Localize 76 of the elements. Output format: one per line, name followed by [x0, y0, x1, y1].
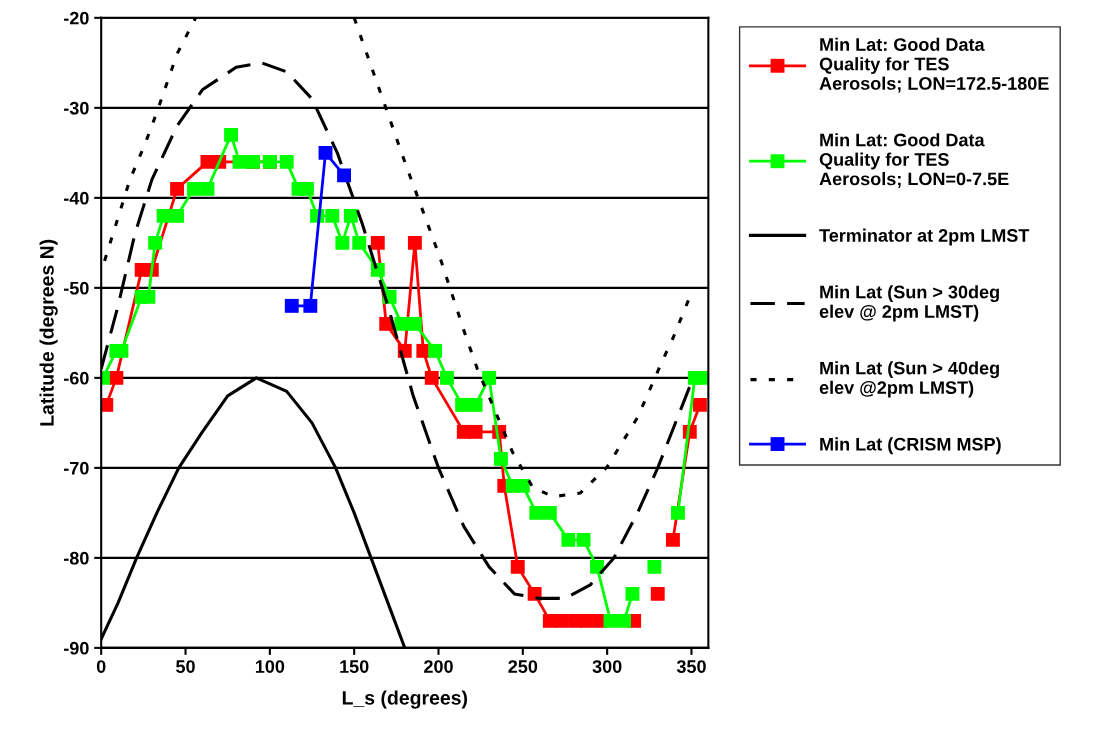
y-tick-label: -40 [64, 191, 89, 205]
point [101, 397, 114, 412]
point [515, 478, 530, 493]
x-tick-label: 0 [96, 660, 106, 673]
point [468, 397, 483, 412]
point [692, 397, 707, 412]
point [303, 298, 318, 313]
point [482, 370, 497, 385]
point [200, 181, 215, 196]
legend-label: Min Lat: Good Data Quality for TES Aerosols; LON=172.5-180E [819, 37, 1049, 93]
point [625, 586, 640, 601]
x-tick-label: 50 [176, 660, 195, 673]
legend-label: Min Lat (Sun > 40deg elev @2pm LMST) [819, 361, 999, 398]
legend-label: Min Lat: Good Data Quality for TES Aerosols; LON=0-7.5E [819, 133, 1009, 188]
point [284, 298, 299, 313]
point [352, 235, 367, 250]
point [650, 586, 665, 601]
point [542, 505, 557, 520]
point [407, 235, 422, 250]
x-tick-label: 250 [508, 660, 538, 673]
y-tick-label: -20 [64, 11, 89, 25]
point [407, 316, 422, 331]
y-tick-label: -50 [64, 281, 89, 295]
point [279, 154, 294, 169]
point [617, 613, 631, 628]
point [590, 559, 604, 574]
y-tick-label: -90 [64, 641, 89, 655]
point [579, 613, 594, 628]
y-tick-label: -80 [64, 551, 89, 565]
point [510, 559, 525, 574]
point [318, 145, 333, 160]
point [424, 370, 439, 385]
point [114, 343, 129, 358]
point [232, 154, 247, 169]
point [671, 505, 685, 520]
x-tick-label: 150 [340, 660, 369, 673]
point [428, 343, 443, 358]
point [394, 316, 409, 331]
point [370, 235, 385, 250]
y-tick-label: -30 [64, 101, 89, 115]
x-tick-label: 200 [424, 660, 453, 673]
x-tick-label: 100 [255, 660, 285, 673]
point [170, 181, 185, 196]
point [554, 613, 569, 628]
point [647, 559, 662, 574]
point [325, 208, 340, 223]
point [187, 181, 201, 196]
y-tick-label: -70 [64, 461, 89, 475]
point [337, 168, 351, 183]
point [493, 451, 508, 466]
point [224, 127, 238, 142]
point [148, 235, 163, 250]
point [439, 370, 454, 385]
point [576, 532, 591, 547]
point [300, 181, 314, 196]
point [468, 424, 483, 439]
point [561, 532, 576, 547]
point [529, 505, 544, 520]
point [343, 208, 358, 223]
y-axis-title: Latitude (degrees N) [39, 239, 58, 426]
point [109, 370, 124, 385]
point [141, 289, 156, 304]
legend-label: Terminator at 2pm LMST [819, 228, 1030, 246]
point [665, 532, 680, 547]
point [156, 208, 171, 223]
x-axis-title: L_s (degrees) [342, 690, 468, 709]
y-tick-label: -60 [64, 371, 89, 385]
x-tick-label: 300 [592, 660, 622, 673]
point [335, 235, 350, 250]
legend-label: Min Lat (Sun > 30deg elev @ 2pm LMST) [819, 285, 999, 322]
point [603, 613, 618, 628]
point [370, 262, 385, 277]
x-tick-label: 350 [676, 660, 706, 673]
point [455, 397, 470, 412]
point [170, 208, 185, 223]
legend-label: Min Lat (CRISM MSP) [820, 437, 1001, 455]
